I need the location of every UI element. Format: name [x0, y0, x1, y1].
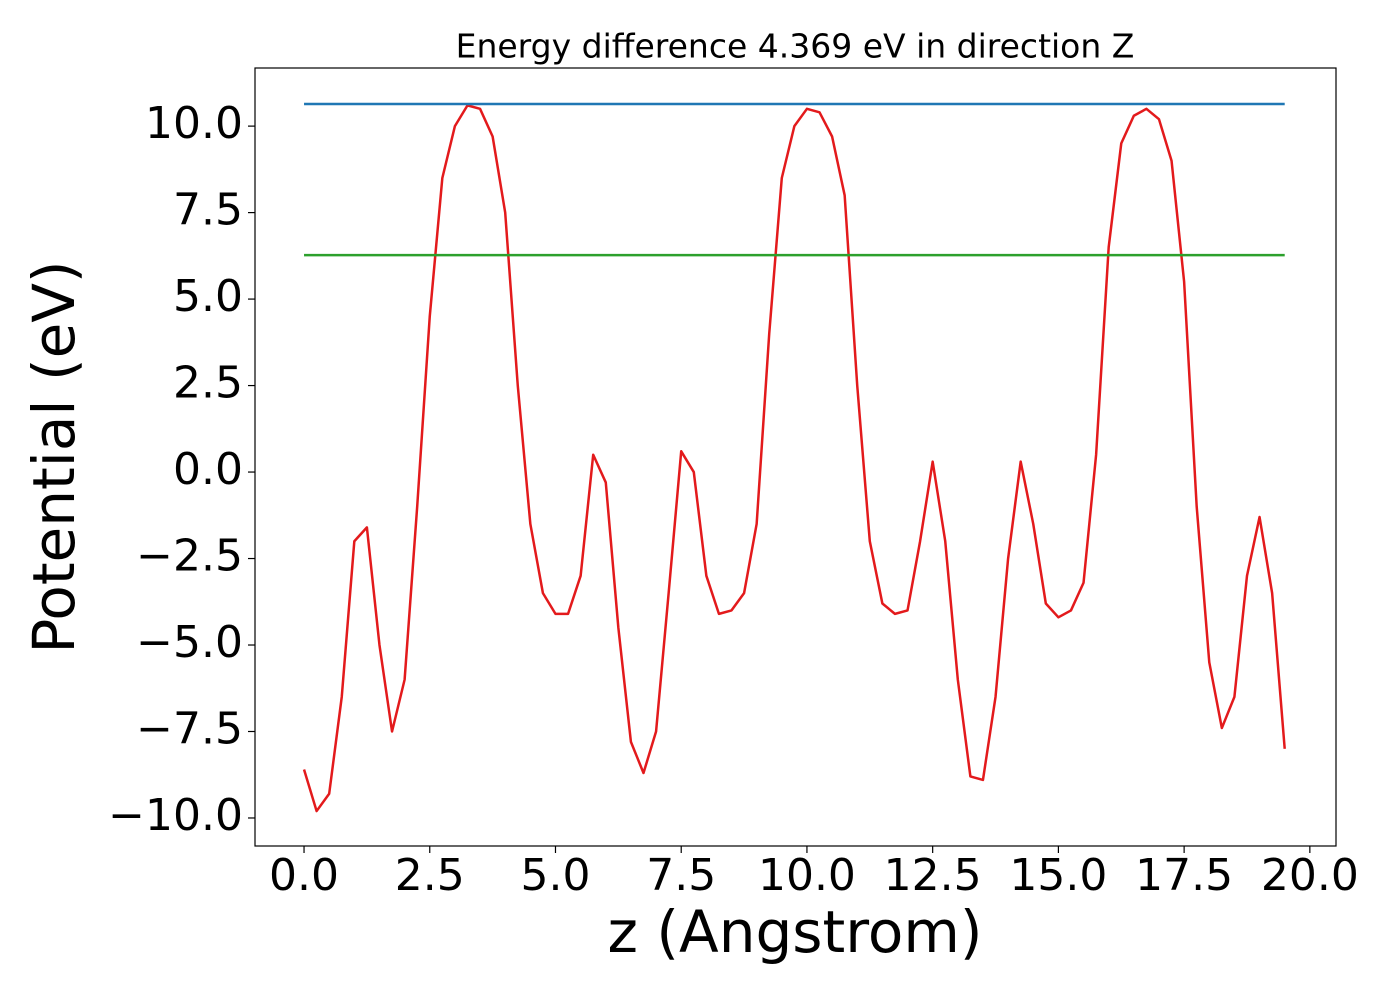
y-tick-label: 2.5 [173, 358, 243, 409]
y-tick-label: −5.0 [136, 617, 243, 668]
y-tick-label: 5.0 [173, 271, 243, 322]
y-tick-label: 0.0 [173, 444, 243, 495]
x-tick-label: 7.5 [646, 850, 716, 901]
y-axis-label: Potential (eV) [20, 260, 88, 653]
line-series [302, 104, 1286, 813]
x-tick-label: 15.0 [1009, 850, 1107, 901]
chart-title: Energy difference 4.369 eV in direction … [456, 27, 1135, 66]
x-tick-label: 5.0 [520, 850, 590, 901]
x-tick-label: 10.0 [758, 850, 856, 901]
x-axis-label: z (Angstrom) [608, 898, 983, 966]
x-tick-label: 20.0 [1261, 850, 1359, 901]
y-tick-label: 7.5 [173, 185, 243, 236]
plot-frame [254, 67, 1337, 847]
y-tick-label: 10.0 [145, 98, 243, 149]
x-tick-label: 2.5 [395, 850, 465, 901]
y-tick-label: −10.0 [108, 790, 243, 841]
x-tick-label: 0.0 [269, 850, 339, 901]
x-tick-label: 12.5 [884, 850, 982, 901]
y-tick-label: −2.5 [136, 531, 243, 582]
x-tick-label: 17.5 [1135, 850, 1233, 901]
y-tick-label: −7.5 [136, 703, 243, 754]
